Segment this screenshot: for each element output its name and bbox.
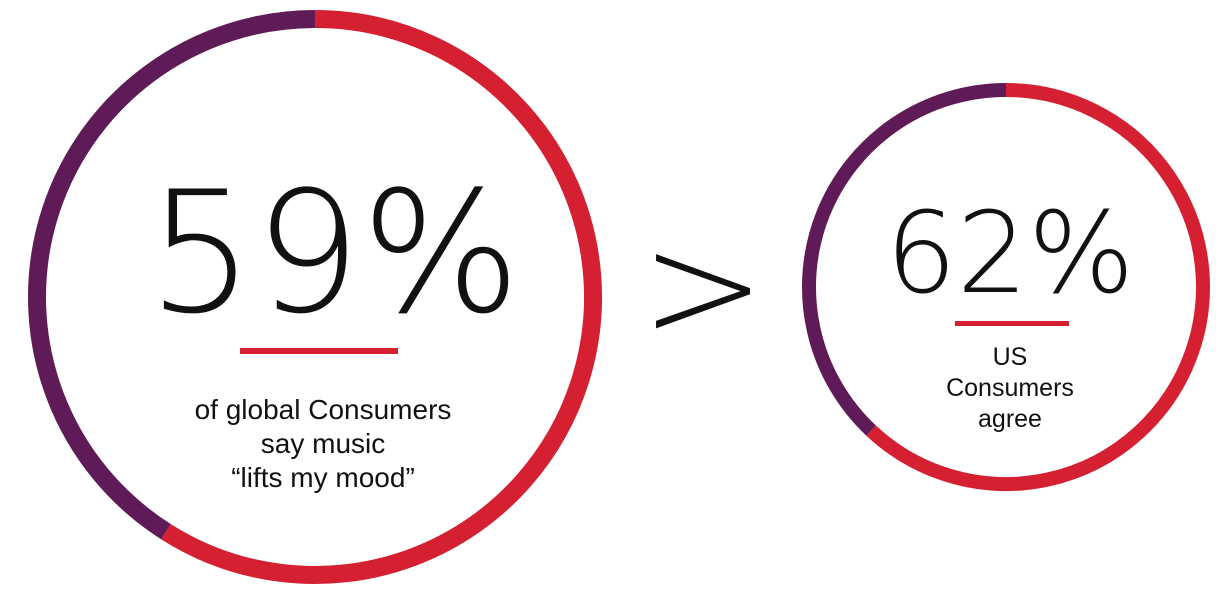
global-caption-line-2: say music <box>261 428 385 459</box>
global-percentage-arc <box>161 10 602 584</box>
us-percentage-arc <box>866 83 1210 491</box>
us-percentage-value: 62% <box>886 189 1135 319</box>
global-remaining-arc <box>28 10 315 540</box>
us-remaining-arc <box>801 83 1006 436</box>
us-divider <box>955 321 1069 326</box>
global-caption-line-1: of global Consumers <box>195 394 452 425</box>
greater-than-symbol: > <box>640 200 766 374</box>
global-percentage-value: 59% <box>147 155 520 351</box>
global-divider <box>240 348 398 354</box>
us-caption-line-3: agree <box>978 405 1042 433</box>
us-caption-line-2: Consumers <box>946 374 1074 402</box>
global-donut: 59% of global Consumers say music “lifts… <box>28 10 602 584</box>
global-caption-line-3: “lifts my mood” <box>231 462 415 493</box>
us-caption-line-1: US <box>993 343 1028 371</box>
us-donut: 62% US Consumers agree <box>801 83 1210 491</box>
